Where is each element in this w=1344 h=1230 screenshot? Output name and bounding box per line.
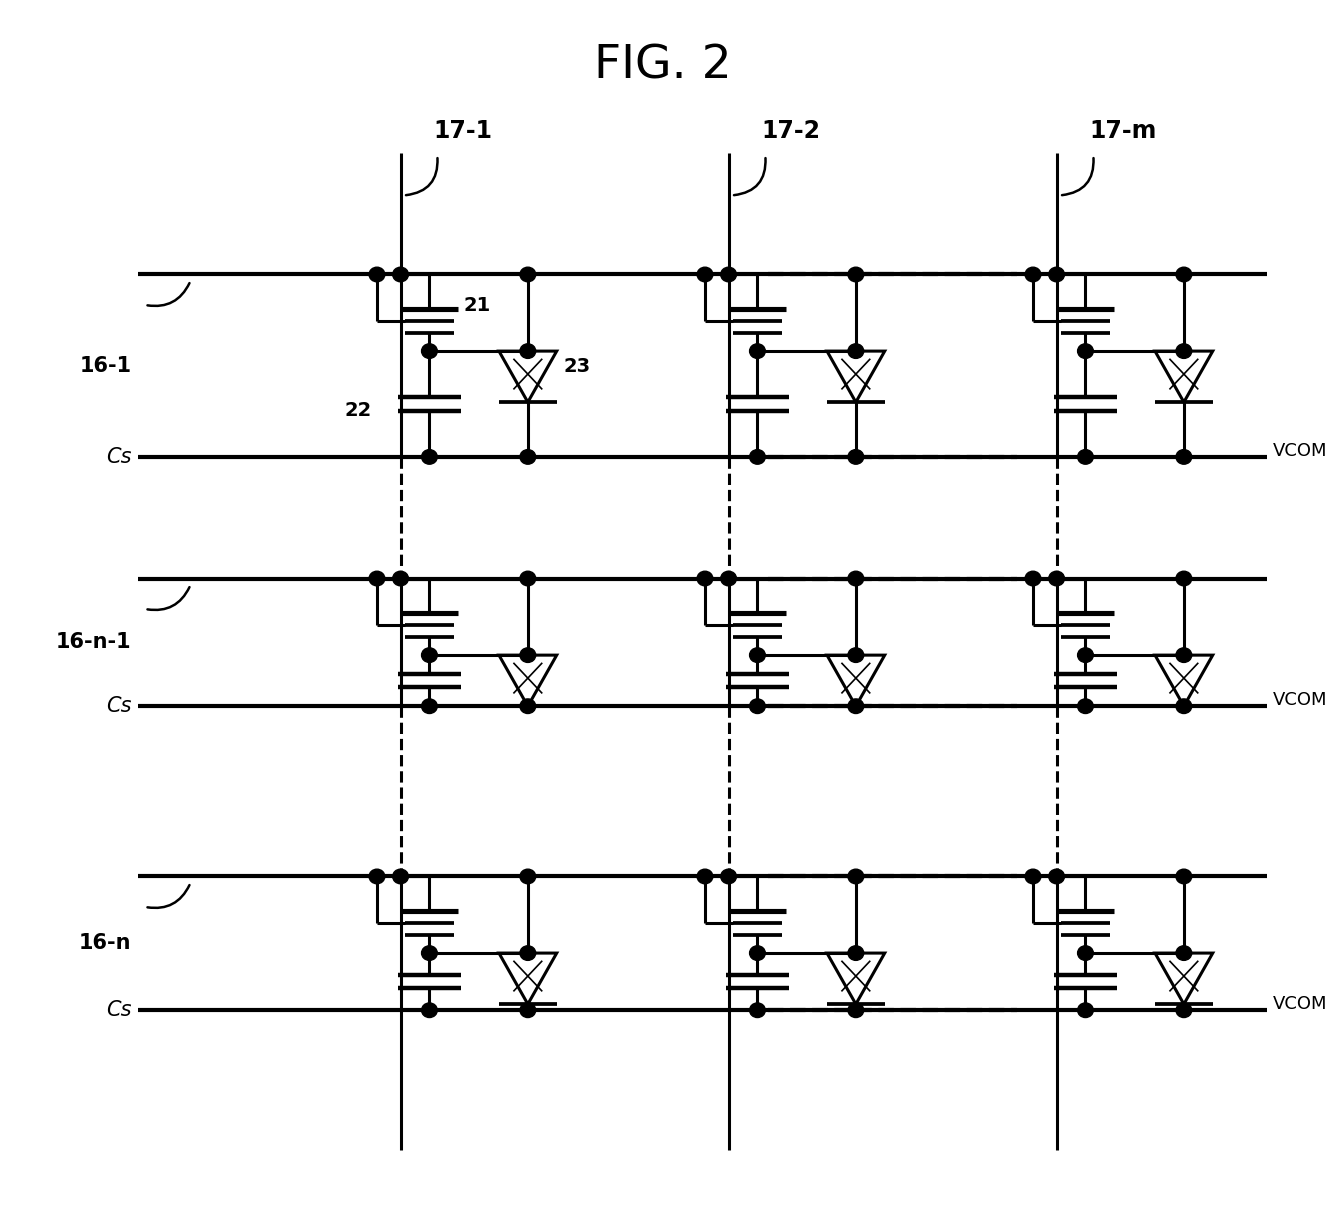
Circle shape xyxy=(520,267,536,282)
Circle shape xyxy=(698,870,712,884)
Circle shape xyxy=(1078,450,1093,464)
Circle shape xyxy=(848,870,864,884)
Text: 16-n-1: 16-n-1 xyxy=(56,632,132,652)
Circle shape xyxy=(720,267,737,282)
Circle shape xyxy=(698,571,712,585)
Circle shape xyxy=(1048,870,1064,884)
Circle shape xyxy=(1078,344,1093,358)
Circle shape xyxy=(750,946,765,961)
Circle shape xyxy=(520,344,536,358)
Text: Cs: Cs xyxy=(106,446,132,467)
Text: 23: 23 xyxy=(563,357,590,376)
Circle shape xyxy=(1078,946,1093,961)
Text: 21: 21 xyxy=(464,295,491,315)
Circle shape xyxy=(1176,344,1192,358)
Circle shape xyxy=(848,267,864,282)
Circle shape xyxy=(1078,699,1093,713)
Circle shape xyxy=(1025,870,1040,884)
Circle shape xyxy=(848,450,864,464)
Text: VCOM: VCOM xyxy=(1273,691,1328,710)
Circle shape xyxy=(1078,1002,1093,1017)
Circle shape xyxy=(750,648,765,663)
Text: VCOM: VCOM xyxy=(1273,442,1328,460)
Circle shape xyxy=(1176,267,1192,282)
Circle shape xyxy=(1176,571,1192,585)
Circle shape xyxy=(1176,648,1192,663)
Circle shape xyxy=(1176,450,1192,464)
Circle shape xyxy=(392,571,409,585)
Circle shape xyxy=(1025,571,1040,585)
Circle shape xyxy=(392,267,409,282)
Circle shape xyxy=(1176,946,1192,961)
Text: 17-1: 17-1 xyxy=(433,119,492,143)
Circle shape xyxy=(520,1002,536,1017)
Circle shape xyxy=(1048,571,1064,585)
Circle shape xyxy=(370,870,384,884)
Circle shape xyxy=(422,946,437,961)
Circle shape xyxy=(520,571,536,585)
Circle shape xyxy=(750,450,765,464)
Circle shape xyxy=(392,870,409,884)
Circle shape xyxy=(422,1002,437,1017)
Circle shape xyxy=(848,1002,864,1017)
Circle shape xyxy=(1048,267,1064,282)
Circle shape xyxy=(1176,1002,1192,1017)
Circle shape xyxy=(370,267,384,282)
Circle shape xyxy=(1176,870,1192,884)
Circle shape xyxy=(520,648,536,663)
Circle shape xyxy=(422,648,437,663)
Circle shape xyxy=(1176,699,1192,713)
Text: 16-n: 16-n xyxy=(79,934,132,953)
Circle shape xyxy=(1025,267,1040,282)
Circle shape xyxy=(520,699,536,713)
Circle shape xyxy=(520,450,536,464)
Text: Cs: Cs xyxy=(106,696,132,716)
Circle shape xyxy=(848,648,864,663)
Text: 17-2: 17-2 xyxy=(762,119,820,143)
Circle shape xyxy=(720,870,737,884)
Circle shape xyxy=(698,267,712,282)
Circle shape xyxy=(520,946,536,961)
Circle shape xyxy=(848,344,864,358)
Circle shape xyxy=(520,870,536,884)
Circle shape xyxy=(848,571,864,585)
Circle shape xyxy=(750,344,765,358)
Circle shape xyxy=(720,571,737,585)
Circle shape xyxy=(1078,648,1093,663)
Circle shape xyxy=(750,1002,765,1017)
Circle shape xyxy=(370,571,384,585)
Circle shape xyxy=(848,699,864,713)
Circle shape xyxy=(422,699,437,713)
Text: VCOM: VCOM xyxy=(1273,995,1328,1014)
Text: 22: 22 xyxy=(344,401,372,419)
Circle shape xyxy=(848,946,864,961)
Text: 17-m: 17-m xyxy=(1090,119,1157,143)
Text: FIG. 2: FIG. 2 xyxy=(594,43,732,89)
Text: Cs: Cs xyxy=(106,1000,132,1020)
Circle shape xyxy=(422,344,437,358)
Text: 16-1: 16-1 xyxy=(79,355,132,375)
Circle shape xyxy=(750,699,765,713)
Circle shape xyxy=(422,450,437,464)
